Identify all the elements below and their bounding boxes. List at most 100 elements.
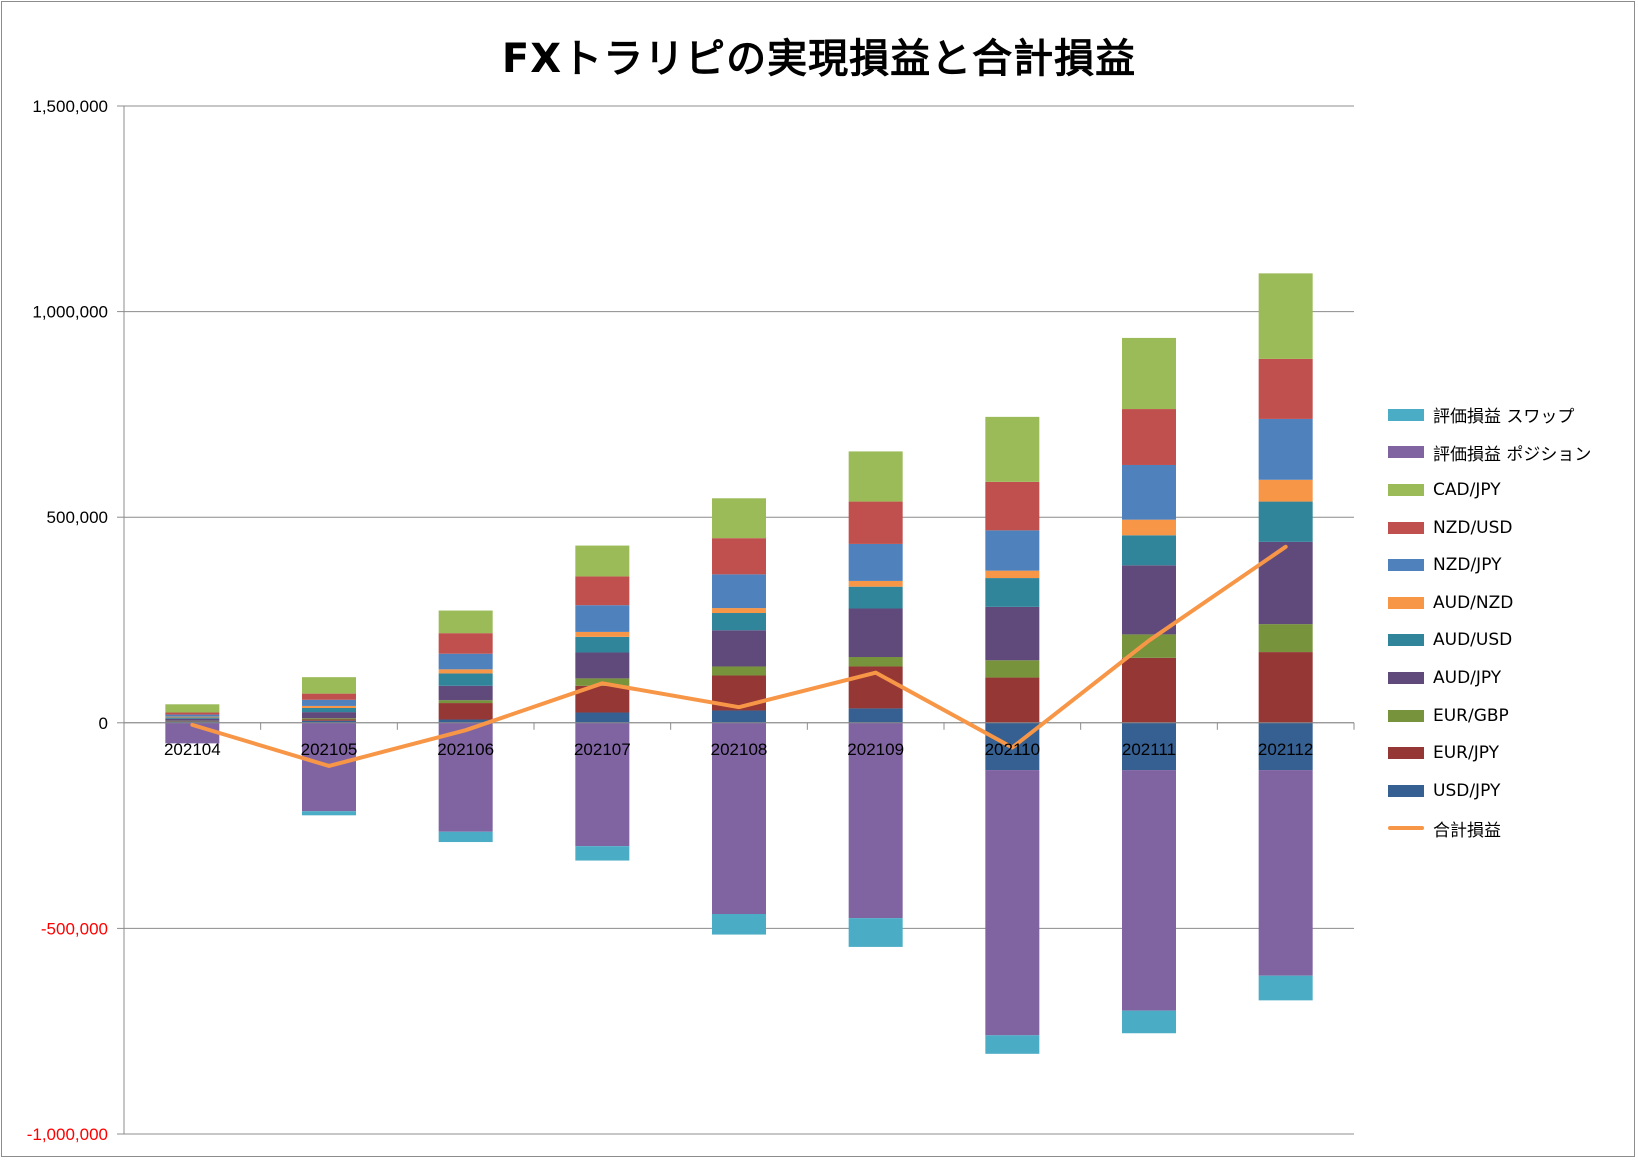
y-tick-label: 0 <box>99 714 108 733</box>
bar-segment <box>985 578 1040 607</box>
legend-swatch <box>1388 596 1424 609</box>
bar-segment <box>1258 975 1313 1001</box>
legend-label: NZD/USD <box>1433 517 1513 538</box>
bar-segment <box>438 831 493 843</box>
bar-segment <box>575 722 630 847</box>
y-tick-label: 1,500,000 <box>32 97 108 116</box>
bar-segment <box>165 714 220 717</box>
bar-segment <box>1122 722 1176 771</box>
x-tick-label: 202104 <box>164 740 221 759</box>
bar-segment <box>575 712 630 723</box>
x-tick-label: 202105 <box>301 740 358 759</box>
bar-segment <box>848 501 903 544</box>
bar-segment <box>1122 535 1176 566</box>
legend-swatch <box>1388 671 1424 684</box>
bar-segment <box>165 721 220 723</box>
x-tick-label: 202112 <box>1258 740 1313 759</box>
bar-segment <box>985 606 1040 661</box>
bar-segment <box>1258 770 1313 976</box>
axis-labels: 1,500,000 1,000,000 500,000 0 -500,000 -1,000… <box>27 97 1314 1144</box>
legend-swatch <box>1388 408 1424 421</box>
chart-title: FXトラリピの実現損益と合計損益 <box>501 36 1137 82</box>
bar-segment <box>1258 624 1313 653</box>
bar-segment <box>1122 409 1176 465</box>
bar-segment <box>438 685 493 701</box>
legend-item: NZD/JPY <box>1388 546 1628 584</box>
legend-label: 評価損益 スワップ <box>1433 407 1575 428</box>
bar-segment <box>302 811 356 816</box>
y-tick-label: -1,000,000 <box>27 1125 108 1144</box>
stacked-bars <box>165 273 1313 1054</box>
legend-label: EUR/JPY <box>1433 743 1499 764</box>
bar-segment <box>165 716 220 718</box>
bar-segment <box>165 712 220 715</box>
bar-segment <box>1122 337 1176 410</box>
legend-item: 合計損益 <box>1388 810 1628 848</box>
bar-segment <box>985 677 1040 723</box>
bar-segment <box>712 630 766 667</box>
bar-segment <box>985 530 1040 571</box>
bar-segment <box>165 717 220 719</box>
x-tick-label: 202111 <box>1122 740 1176 759</box>
legend-item: CAD/JPY <box>1388 471 1628 509</box>
y-tick-label: -500,000 <box>41 919 108 938</box>
legend-label: 評価損益 ポジション <box>1433 444 1592 465</box>
bar-segment <box>985 481 1040 531</box>
bar-segment <box>575 631 630 637</box>
legend-swatch <box>1388 559 1424 572</box>
bar-segment <box>848 657 903 667</box>
bar-segment <box>1122 464 1176 520</box>
bar-segment <box>1122 1010 1176 1034</box>
bar-segment <box>1122 519 1176 536</box>
bar-segment <box>712 722 766 915</box>
bar-segment <box>1122 565 1176 635</box>
bar-segment <box>302 693 356 700</box>
bar-segment <box>302 677 356 694</box>
bar-segment <box>438 722 493 832</box>
bar-segment <box>302 699 356 706</box>
bar-segment <box>438 719 493 723</box>
bar-segment <box>575 636 630 653</box>
bar-segment <box>848 543 903 581</box>
legend-item: AUD/JPY <box>1388 659 1628 697</box>
bar-segment <box>1122 770 1176 1011</box>
bar-segment <box>848 918 903 947</box>
bar-segment <box>438 653 493 670</box>
bar-segment <box>165 704 220 713</box>
legend-item: 評価損益 ポジション <box>1388 434 1628 472</box>
bar-segment <box>575 605 630 632</box>
bar-segment <box>438 669 493 674</box>
bar-segment <box>848 608 903 658</box>
bar-segment <box>985 660 1040 678</box>
bar-segment <box>165 718 220 721</box>
bar-segment <box>848 580 903 587</box>
bar-segment <box>165 721 220 722</box>
bar-segment <box>1258 273 1313 359</box>
bar-segment <box>438 700 493 704</box>
chart-legend: 評価損益 スワップ 評価損益 ポジション CAD/JPY NZD/USD NZD/JPY… <box>1388 396 1628 847</box>
bar-segment <box>712 914 766 935</box>
bar-segment <box>438 703 493 720</box>
x-tick-label: 202107 <box>574 740 631 759</box>
bar-segment <box>848 722 903 919</box>
bar-segment <box>575 652 630 679</box>
legend-item: EUR/JPY <box>1388 734 1628 772</box>
legend-swatch <box>1388 483 1424 496</box>
legend-item: AUD/NZD <box>1388 584 1628 622</box>
bar-segment <box>165 720 220 722</box>
legend-label: CAD/JPY <box>1433 479 1501 500</box>
legend-swatch <box>1388 784 1424 797</box>
legend-swatch <box>1388 747 1424 760</box>
x-tick-label: 202110 <box>985 740 1040 759</box>
bar-segment <box>1258 541 1313 625</box>
bar-segment <box>302 705 356 708</box>
axes <box>117 105 1355 1135</box>
bar-segment <box>1122 657 1176 723</box>
bar-segment <box>575 545 630 577</box>
total-pl-line <box>190 544 1288 768</box>
legend-label: EUR/GBP <box>1433 705 1509 726</box>
legend-swatch <box>1388 446 1424 459</box>
bar-segment <box>302 719 356 721</box>
bar-segment <box>712 666 766 676</box>
